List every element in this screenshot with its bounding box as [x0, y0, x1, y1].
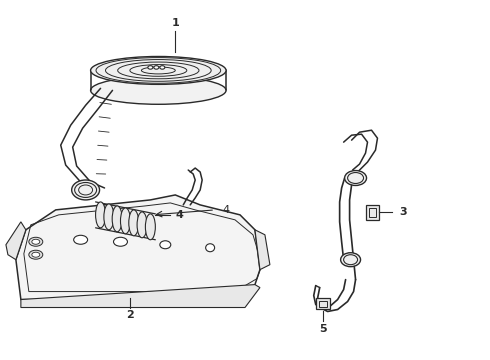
Ellipse shape — [74, 235, 88, 244]
Text: 1: 1 — [172, 18, 179, 28]
Polygon shape — [6, 222, 26, 260]
Ellipse shape — [160, 66, 165, 69]
Ellipse shape — [104, 204, 114, 230]
Ellipse shape — [91, 76, 226, 104]
Text: 2: 2 — [126, 310, 134, 320]
Ellipse shape — [29, 250, 43, 259]
Ellipse shape — [121, 208, 130, 234]
Ellipse shape — [148, 66, 153, 69]
Text: 4: 4 — [222, 205, 229, 215]
Polygon shape — [316, 298, 330, 310]
Ellipse shape — [341, 253, 361, 267]
Ellipse shape — [32, 239, 40, 244]
Ellipse shape — [112, 206, 122, 232]
Text: 3: 3 — [399, 207, 407, 217]
Ellipse shape — [114, 237, 127, 246]
Ellipse shape — [206, 244, 215, 252]
Ellipse shape — [91, 57, 226, 84]
Ellipse shape — [96, 202, 105, 228]
Ellipse shape — [29, 237, 43, 246]
Text: 4: 4 — [175, 210, 183, 220]
Polygon shape — [366, 205, 379, 220]
Polygon shape — [16, 195, 260, 300]
Polygon shape — [255, 230, 270, 270]
Ellipse shape — [160, 241, 171, 249]
Ellipse shape — [129, 210, 139, 236]
Ellipse shape — [72, 180, 99, 200]
Polygon shape — [21, 285, 260, 307]
Ellipse shape — [344, 171, 367, 185]
Ellipse shape — [154, 66, 159, 69]
Text: 5: 5 — [319, 324, 326, 334]
Ellipse shape — [32, 252, 40, 257]
Ellipse shape — [137, 212, 147, 238]
Ellipse shape — [146, 214, 155, 240]
